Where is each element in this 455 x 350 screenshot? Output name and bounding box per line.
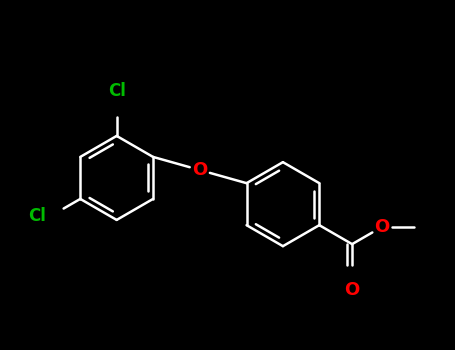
Text: O: O bbox=[374, 218, 389, 236]
Text: O: O bbox=[344, 281, 360, 299]
Text: O: O bbox=[192, 161, 207, 179]
Text: Cl: Cl bbox=[108, 82, 126, 100]
Text: Cl: Cl bbox=[29, 207, 46, 225]
